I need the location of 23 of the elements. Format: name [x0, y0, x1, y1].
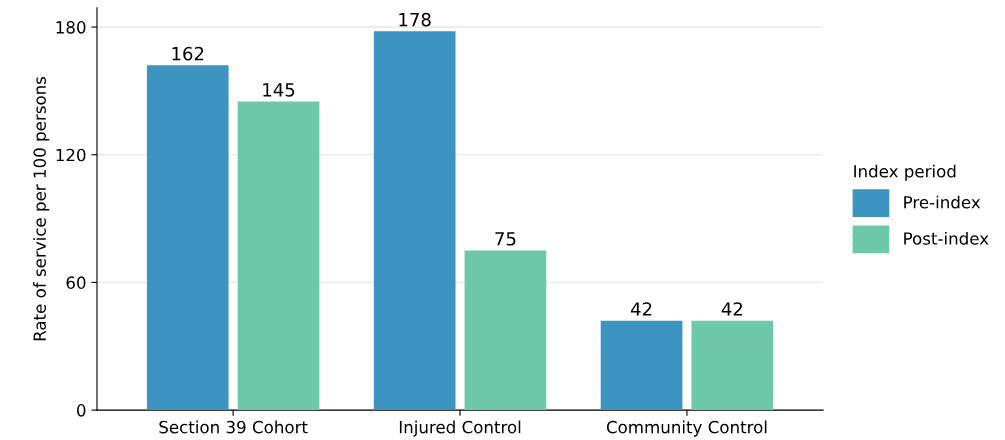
- data-label: 162: [172, 46, 204, 61]
- x-tick-label: Community Control: [606, 420, 767, 437]
- y-tick-label: 120: [56, 148, 86, 162]
- data-label: 42: [721, 302, 743, 316]
- data-label: 178: [399, 12, 431, 27]
- bar: [464, 250, 547, 411]
- x-tick-label: Section 39 Cohort: [159, 420, 308, 434]
- y-tick-label: 60: [66, 276, 86, 289]
- legend-label: Post-index: [904, 231, 989, 245]
- bar: [146, 65, 229, 411]
- y-tick-label: 0: [77, 404, 86, 417]
- y-tick-label: 180: [56, 21, 86, 34]
- bar: [373, 31, 456, 411]
- data-label: 42: [630, 302, 652, 316]
- y-axis-title: Rate of service per 100 persons: [33, 76, 50, 341]
- data-label: 75: [495, 232, 516, 246]
- data-label: 145: [263, 83, 295, 97]
- legend-title: Index period: [854, 164, 956, 181]
- bar: [600, 320, 683, 411]
- legend-label: Pre-index: [904, 195, 981, 209]
- bar: [237, 101, 320, 411]
- bar: [691, 320, 774, 411]
- x-tick-label: Injured Control: [399, 420, 521, 437]
